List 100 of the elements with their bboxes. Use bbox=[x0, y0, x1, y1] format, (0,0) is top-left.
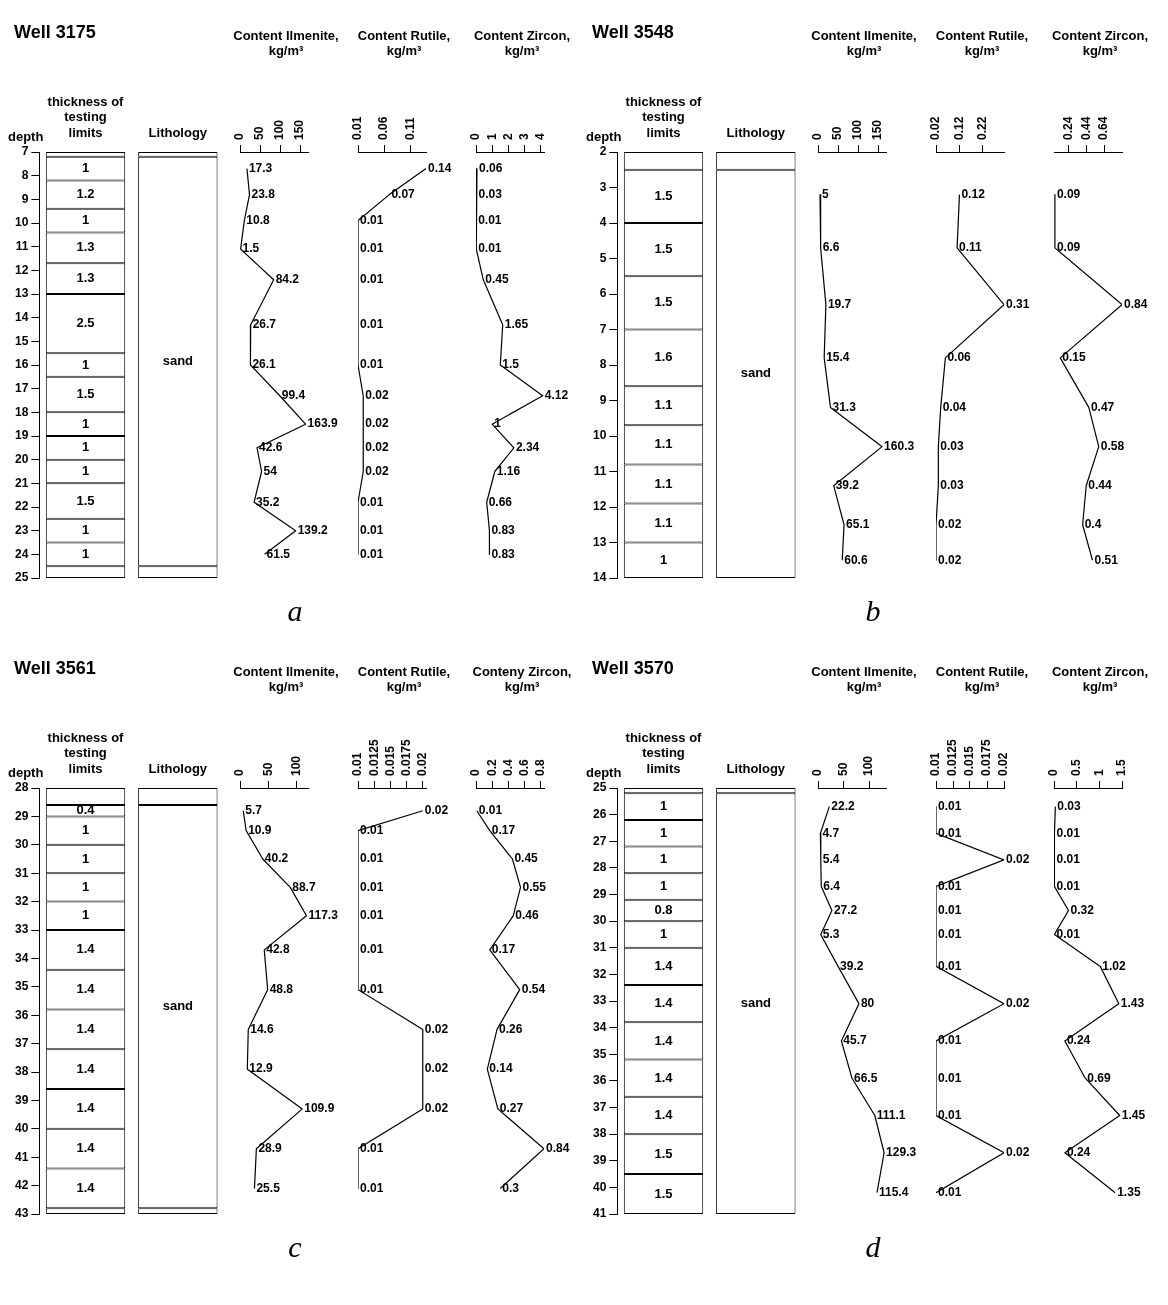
x-tick-label: thickness of testing limits bbox=[47, 93, 125, 140]
chart-title: Content Rutile, kg/m³ bbox=[934, 28, 1030, 58]
data-label: 0.07 bbox=[391, 186, 416, 201]
y-axis-title: depth bbox=[7, 129, 44, 145]
data-label: 1.5 bbox=[654, 1145, 673, 1161]
data-label: 0.02 bbox=[1006, 1145, 1030, 1160]
x-tick-label: 50 bbox=[830, 126, 845, 140]
data-label: 115.4 bbox=[879, 1185, 909, 1200]
data-label: 17.3 bbox=[248, 160, 273, 175]
data-label: 1.1 bbox=[654, 514, 673, 530]
x-tick-label: thickness of testing limits bbox=[47, 729, 125, 776]
x-tick-label: 0 bbox=[232, 769, 247, 776]
data-label: 0.01 bbox=[360, 317, 384, 332]
text: d bbox=[864, 1230, 882, 1264]
data-label: 111.1 bbox=[876, 1107, 906, 1122]
x-tick-label: 100 bbox=[288, 755, 303, 776]
data-label: 0.02 bbox=[424, 803, 449, 818]
y-tick-label: 31 bbox=[14, 865, 29, 880]
y-tick-label: 40 bbox=[592, 1179, 607, 1194]
data-label: 42.8 bbox=[266, 942, 290, 957]
data-label: 1 bbox=[81, 160, 90, 176]
data-label: 42.6 bbox=[259, 440, 283, 455]
data-label: 1 bbox=[81, 463, 90, 479]
data-label: 60.6 bbox=[844, 552, 868, 567]
y-tick-label: 40 bbox=[14, 1121, 29, 1136]
data-label: 0.01 bbox=[1056, 825, 1081, 840]
y-tick-label: 25 bbox=[14, 570, 29, 585]
data-label: 0.01 bbox=[1056, 878, 1081, 893]
data-label: 0.02 bbox=[365, 388, 389, 403]
y-axis-title: depth bbox=[585, 765, 622, 781]
y-tick-label: 9 bbox=[21, 191, 29, 206]
x-tick-label: 1.5 bbox=[1114, 758, 1129, 776]
data-label: 0.06 bbox=[947, 350, 972, 365]
data-label: 0.01 bbox=[938, 798, 962, 813]
y-tick-label: 11 bbox=[593, 463, 607, 478]
x-tick-label: 0.015 bbox=[382, 745, 397, 776]
x-tick-label: 100 bbox=[861, 755, 876, 776]
data-label: 1.4 bbox=[76, 1180, 96, 1196]
data-label: 22.2 bbox=[831, 798, 856, 813]
data-label: 48.8 bbox=[269, 981, 294, 996]
data-label: 0.26 bbox=[499, 1021, 523, 1036]
data-label: 0.02 bbox=[1006, 852, 1030, 867]
chart-title: Content Ilmenite, kg/m³ bbox=[232, 28, 340, 58]
x-tick-label: 50 bbox=[260, 762, 275, 776]
data-label: 129.3 bbox=[886, 1145, 917, 1160]
data-label: 0.14 bbox=[428, 160, 452, 175]
y-tick-label: 10 bbox=[592, 428, 607, 443]
data-label: 0.3 bbox=[502, 1180, 520, 1195]
data-label: 0.06 bbox=[478, 160, 503, 175]
y-tick-label: 11 bbox=[15, 238, 29, 253]
x-tick-label: 1 bbox=[484, 133, 499, 140]
data-label: 0.01 bbox=[360, 494, 384, 509]
data-label: 19.7 bbox=[827, 296, 852, 311]
y-tick-label: 16 bbox=[14, 357, 29, 372]
text: a bbox=[286, 594, 304, 628]
x-tick-label: 100 bbox=[272, 119, 287, 140]
data-label: 0.47 bbox=[1090, 399, 1115, 414]
data-label: 1.4 bbox=[654, 1107, 674, 1123]
chart-title: Content Zircon, kg/m³ bbox=[1050, 28, 1149, 58]
data-label: 0.54 bbox=[521, 981, 546, 996]
y-tick-label: 6 bbox=[599, 286, 607, 301]
chart-title: Content Ilmenite, kg/m³ bbox=[232, 664, 340, 694]
data-label: 1.02 bbox=[1102, 958, 1126, 973]
data-label: 88.7 bbox=[292, 879, 316, 894]
y-tick-label: 35 bbox=[14, 979, 29, 994]
y-tick-label: 23 bbox=[14, 522, 29, 537]
data-label: 0.27 bbox=[499, 1101, 524, 1116]
data-label: 1 bbox=[659, 851, 668, 867]
x-tick-label: 0.64 bbox=[1096, 116, 1111, 140]
chart-title: Content Rutile, kg/m³ bbox=[356, 664, 452, 694]
y-tick-label: 31 bbox=[592, 940, 607, 955]
data-label: 99.4 bbox=[281, 388, 306, 403]
data-label: 0.01 bbox=[938, 1070, 962, 1085]
y-tick-label: 26 bbox=[592, 806, 607, 821]
data-label: 0.31 bbox=[1006, 296, 1030, 311]
data-label: 80 bbox=[860, 995, 875, 1010]
data-label: 1 bbox=[659, 878, 668, 894]
data-label: 65.1 bbox=[846, 517, 870, 532]
data-label: 0.46 bbox=[515, 908, 539, 923]
x-tick-label: 0.01 bbox=[928, 752, 943, 776]
data-label: 4.7 bbox=[822, 825, 840, 840]
data-label: 1.4 bbox=[76, 1020, 96, 1036]
y-tick-label: 33 bbox=[14, 922, 29, 937]
x-tick-label: 0.12 bbox=[951, 116, 966, 140]
y-tick-label: 29 bbox=[14, 808, 29, 823]
x-tick-label: 0.44 bbox=[1078, 116, 1093, 140]
y-tick-label: 35 bbox=[592, 1046, 607, 1061]
data-label: 0.51 bbox=[1094, 552, 1119, 567]
y-tick-label: 41 bbox=[592, 1206, 607, 1221]
data-label: 1.5 bbox=[502, 357, 520, 372]
data-label: 0.02 bbox=[424, 1101, 449, 1116]
x-tick-label: thickness of testing limits bbox=[625, 93, 703, 140]
data-label: 1.16 bbox=[496, 463, 521, 478]
y-tick-label: 14 bbox=[592, 570, 607, 585]
y-tick-label: 36 bbox=[14, 1007, 29, 1022]
data-label: 5 bbox=[822, 186, 829, 201]
y-tick-label: 32 bbox=[14, 893, 29, 908]
data-label: 1.4 bbox=[654, 957, 674, 973]
data-label: 6.6 bbox=[822, 240, 840, 255]
y-tick-label: 32 bbox=[592, 966, 607, 981]
